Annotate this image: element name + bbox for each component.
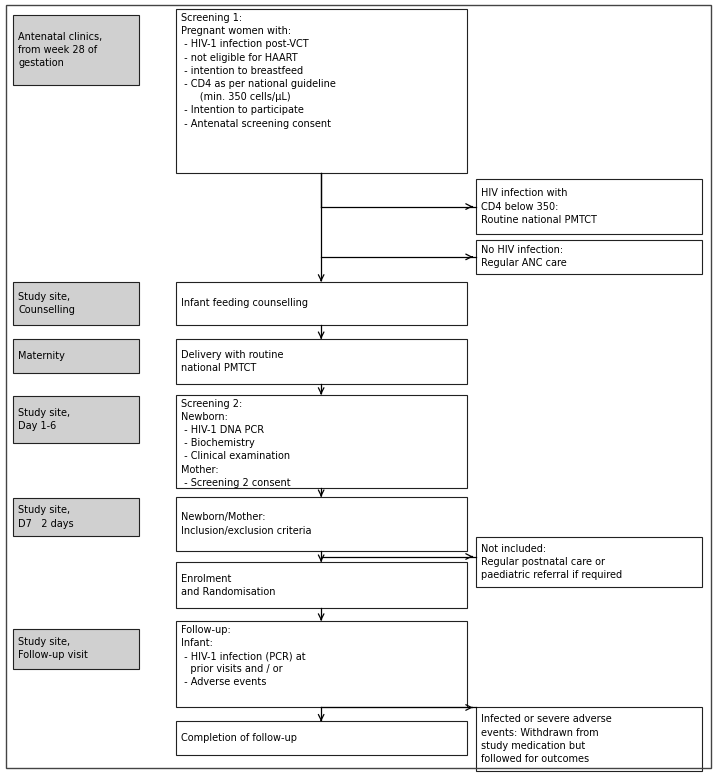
Bar: [176, 395, 467, 488]
Text: HIV infection with
CD4 below 350:
Routine national PMTCT: HIV infection with CD4 below 350: Routin…: [480, 188, 597, 225]
Text: Completion of follow-up: Completion of follow-up: [181, 733, 297, 744]
Text: Screening 1:
Pregnant women with:
 - HIV-1 infection post-VCT
 - not eligible fo: Screening 1: Pregnant women with: - HIV-…: [181, 13, 336, 129]
Text: Infected or severe adverse
events: Withdrawn from
study medication but
followed : Infected or severe adverse events: Withd…: [480, 714, 612, 764]
Text: Delivery with routine
national PMTCT: Delivery with routine national PMTCT: [181, 350, 283, 373]
Text: Enrolment
and Randomisation: Enrolment and Randomisation: [181, 573, 275, 597]
Bar: [14, 339, 139, 373]
Bar: [14, 498, 139, 535]
Text: Maternity: Maternity: [19, 351, 65, 361]
Bar: [176, 621, 467, 708]
Text: Infant feeding counselling: Infant feeding counselling: [181, 298, 308, 308]
Bar: [176, 339, 467, 384]
Text: Study site,
Day 1-6: Study site, Day 1-6: [19, 408, 70, 431]
Bar: [475, 708, 702, 771]
Text: Antenatal clinics,
from week 28 of
gestation: Antenatal clinics, from week 28 of gesta…: [19, 32, 103, 68]
Bar: [475, 537, 702, 587]
Text: Study site,
D7   2 days: Study site, D7 2 days: [19, 505, 74, 528]
Text: Follow-up:
Infant:
 - HIV-1 infection (PCR) at
   prior visits and / or
 - Adver: Follow-up: Infant: - HIV-1 infection (PC…: [181, 625, 305, 688]
Bar: [14, 629, 139, 669]
Bar: [14, 16, 139, 85]
Bar: [14, 396, 139, 443]
Bar: [176, 497, 467, 551]
Text: Not included:
Regular postnatal care or
paediatric referral if required: Not included: Regular postnatal care or …: [480, 544, 622, 580]
Text: No HIV infection:
Regular ANC care: No HIV infection: Regular ANC care: [480, 246, 566, 269]
Bar: [14, 281, 139, 325]
Text: Study site,
Follow-up visit: Study site, Follow-up visit: [19, 637, 88, 660]
Text: Screening 2:
Newborn:
 - HIV-1 DNA PCR
 - Biochemistry
 - Clinical examination
M: Screening 2: Newborn: - HIV-1 DNA PCR - …: [181, 399, 290, 488]
Bar: [475, 179, 702, 234]
Bar: [475, 240, 702, 274]
Bar: [176, 721, 467, 755]
Bar: [176, 281, 467, 325]
Text: Newborn/Mother:
Inclusion/exclusion criteria: Newborn/Mother: Inclusion/exclusion crit…: [181, 512, 311, 535]
Text: Study site,
Counselling: Study site, Counselling: [19, 291, 75, 315]
Bar: [176, 562, 467, 608]
Bar: [176, 9, 467, 173]
